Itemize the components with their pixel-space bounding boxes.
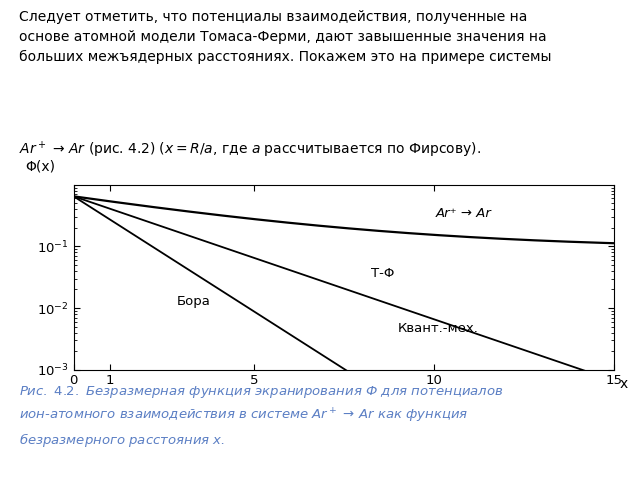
Text: $\mathit{Ar}^+$ → $\mathit{Ar}$ (рис. 4.2) ($x = R/a$, где $a$ рассчитывается по: $\mathit{Ar}^+$ → $\mathit{Ar}$ (рис. 4.… bbox=[19, 140, 481, 160]
Text: Т-Φ: Т-Φ bbox=[371, 267, 394, 280]
Text: Ar⁺ → Ar: Ar⁺ → Ar bbox=[436, 207, 492, 220]
Text: Квант.-мех.: Квант.-мех. bbox=[398, 323, 479, 336]
Text: Φ(x): Φ(x) bbox=[25, 160, 55, 174]
Text: $\mathit{Рис.\ 4.2.}$ Безразмерная функция экранирования Ф для потенциалов
ион-а: $\mathit{Рис.\ 4.2.}$ Безразмерная функц… bbox=[19, 384, 504, 449]
Text: Следует отметить, что потенциалы взаимодействия, полученные на
основе атомной мо: Следует отметить, что потенциалы взаимод… bbox=[19, 10, 552, 84]
Text: x: x bbox=[620, 377, 628, 391]
Text: Бора: Бора bbox=[177, 295, 210, 308]
